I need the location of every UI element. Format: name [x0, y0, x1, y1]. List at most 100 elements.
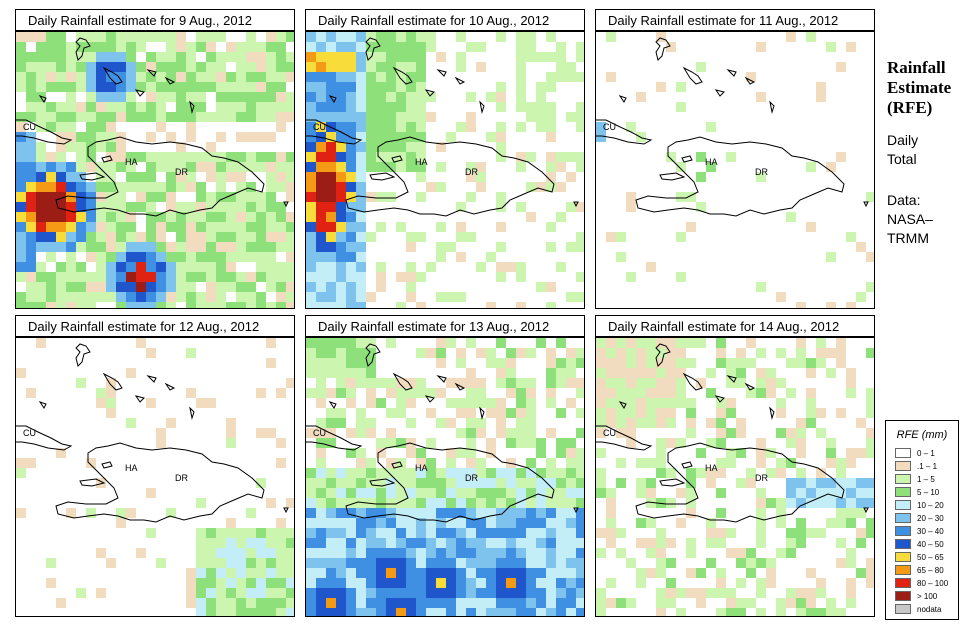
rainfall-cell: [376, 82, 386, 92]
rainfall-cell: [146, 528, 156, 538]
rainfall-cell: [576, 468, 584, 478]
rainfall-cell: [136, 42, 146, 52]
rainfall-cell: [596, 448, 606, 458]
rainfall-cell: [376, 102, 386, 112]
rainfall-cell: [866, 388, 874, 398]
rainfall-cell: [336, 172, 346, 182]
rainfall-cell: [566, 568, 576, 578]
coastline-segment: [436, 375, 447, 383]
rainfall-cell: [806, 598, 816, 608]
rainfall-cell: [406, 568, 416, 578]
rainfall-cell: [26, 102, 36, 112]
rainfall-cell: [16, 122, 26, 132]
rainfall-cell: [46, 282, 56, 292]
rainfall-cell: [366, 338, 376, 348]
rainfall-cell: [806, 162, 816, 172]
rainfall-cell: [436, 292, 446, 302]
rainfall-cell: [476, 398, 486, 408]
rainfall-cell: [396, 608, 406, 616]
rainfall-cell: [96, 292, 106, 302]
rainfall-cell: [36, 42, 46, 52]
rainfall-cell: [336, 498, 346, 508]
rainfall-cell: [406, 478, 416, 488]
rainfall-cell: [506, 368, 516, 378]
rainfall-cell: [656, 368, 666, 378]
rainfall-cell: [626, 388, 636, 398]
rainfall-cell: [406, 102, 416, 112]
rainfall-cell: [286, 102, 294, 112]
rainfall-cell: [306, 568, 316, 578]
rainfall-cell: [86, 282, 96, 292]
rainfall-cell: [436, 608, 446, 616]
rainfall-cell: [356, 172, 366, 182]
rainfall-cell: [826, 458, 836, 468]
coastline-outline: [16, 343, 289, 523]
rainfall-cell: [736, 378, 746, 388]
rainfall-cell: [176, 172, 186, 182]
rainfall-cell: [556, 42, 566, 52]
rainfall-cell: [446, 292, 456, 302]
rainfall-cell: [516, 468, 526, 478]
rainfall-cell: [796, 428, 806, 438]
rainfall-cell: [376, 112, 386, 122]
rainfall-cell: [596, 588, 606, 598]
rainfall-cell: [66, 232, 76, 242]
rainfall-cell: [266, 72, 276, 82]
rainfall-cell: [56, 72, 66, 82]
rainfall-cell: [806, 608, 816, 616]
rainfall-cell: [526, 52, 536, 62]
rainfall-cell: [666, 418, 676, 428]
rainfall-cell: [526, 518, 536, 528]
rainfall-cell: [836, 468, 846, 478]
rainfall-cell: [36, 222, 46, 232]
rainfall-cell: [346, 172, 356, 182]
rainfall-cell: [116, 32, 126, 42]
rainfall-cell: [376, 568, 386, 578]
rainfall-cell: [136, 232, 146, 242]
rainfall-cell: [306, 62, 316, 72]
rainfall-cell: [226, 428, 236, 438]
rainfall-cell: [246, 578, 256, 588]
rainfall-cell: [56, 302, 66, 308]
rainfall-cell: [376, 438, 386, 448]
coastline-segment: [283, 507, 289, 514]
rainfall-cell: [286, 72, 294, 82]
rainfall-cell: [196, 92, 206, 102]
rainfall-cell: [606, 378, 616, 388]
rainfall-cell: [276, 548, 286, 558]
rainfall-cell: [606, 358, 616, 368]
rainfall-cell: [256, 558, 266, 568]
rainfall-cell: [466, 478, 476, 488]
rainfall-cell: [196, 538, 206, 548]
panel-title-13aug: Daily Rainfall estimate for 13 Aug., 201…: [305, 315, 585, 337]
map-label-ha: HA: [415, 463, 428, 473]
rainfall-cell: [56, 32, 66, 42]
rainfall-cell: [286, 578, 294, 588]
rainfall-cell: [766, 368, 776, 378]
rainfall-cell: [96, 112, 106, 122]
rainfall-cell: [146, 72, 156, 82]
rainfall-cell: [846, 518, 856, 528]
rainfall-cell: [206, 222, 216, 232]
rainfall-cell: [356, 598, 366, 608]
rainfall-cell: [686, 222, 696, 232]
rainfall-cell: [616, 252, 626, 262]
rainfall-cell: [226, 262, 236, 272]
rainfall-cell: [76, 112, 86, 122]
rainfall-cell: [666, 438, 676, 448]
rainfall-cell: [796, 302, 806, 308]
rainfall-cell: [346, 498, 356, 508]
rainfall-cell: [576, 162, 584, 172]
rainfall-cell: [476, 418, 486, 428]
rainfall-cell: [596, 388, 606, 398]
rainfall-cell: [866, 428, 874, 438]
rainfall-cell: [26, 302, 36, 308]
rainfall-cell: [496, 338, 506, 348]
rainfall-cell: [646, 378, 656, 388]
rainfall-cell: [266, 32, 276, 42]
rainfall-cell: [76, 102, 86, 112]
rainfall-cell: [346, 488, 356, 498]
rainfall-cell: [856, 508, 866, 518]
rainfall-cell: [326, 368, 336, 378]
rainfall-cell: [336, 252, 346, 262]
